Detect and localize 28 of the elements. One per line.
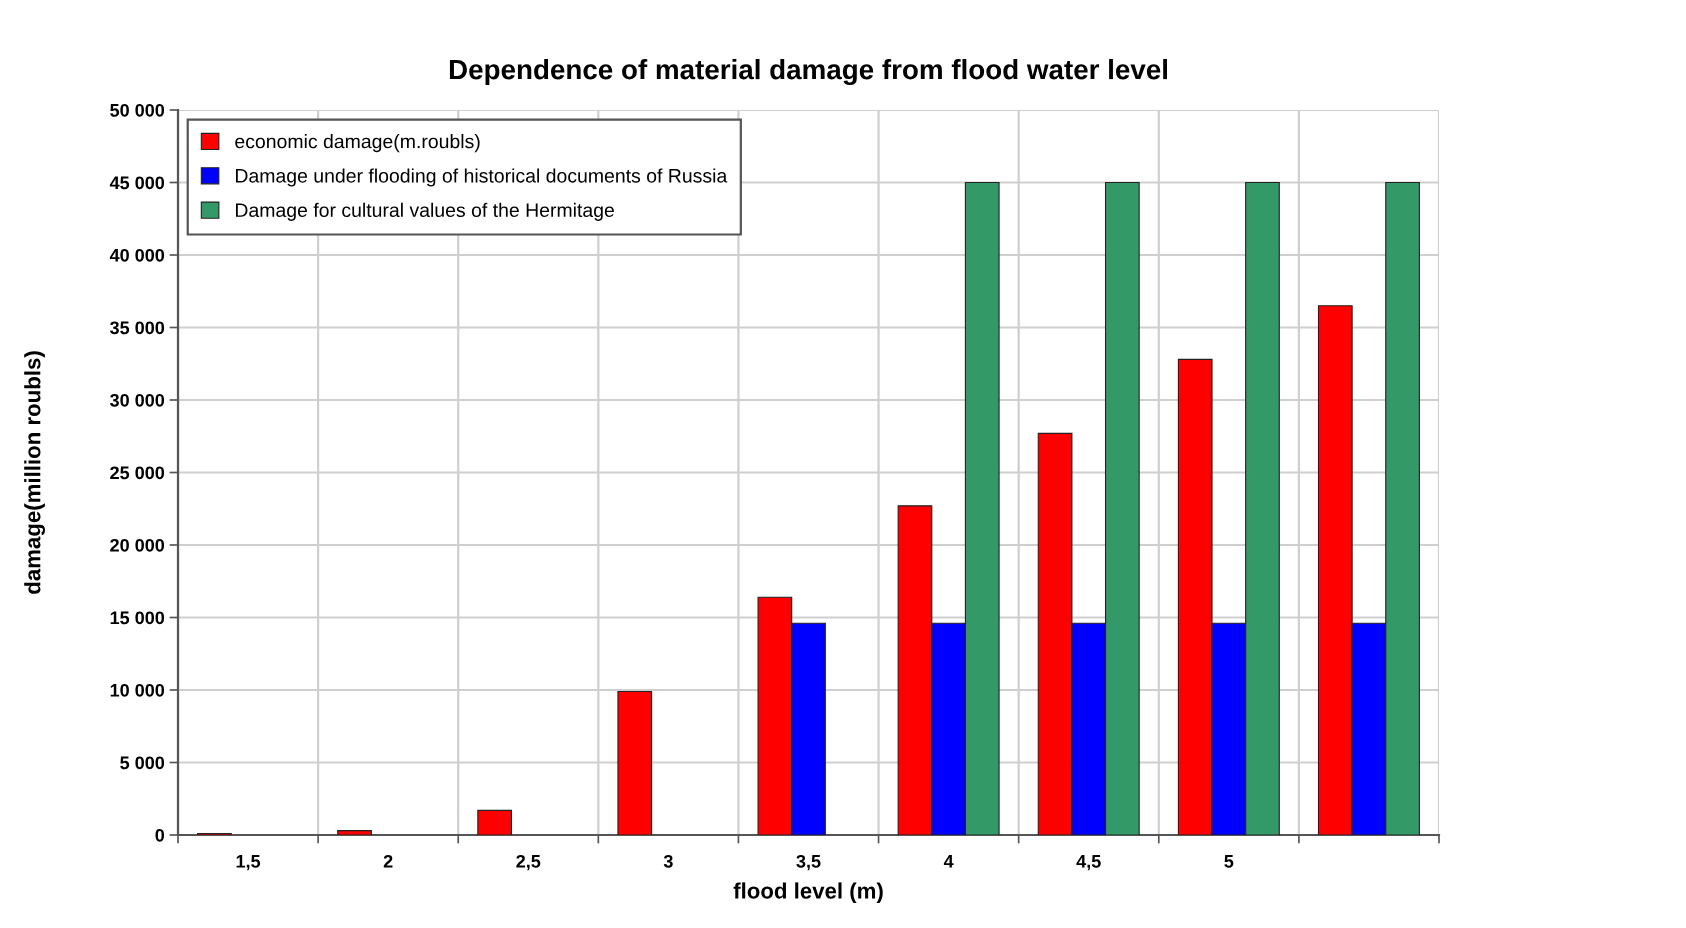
x-tick-label: 3 [663,854,673,868]
chart-title: Dependence of material damage from flood water level [449,58,1167,86]
x-tick-label: 5 [1224,855,1234,868]
legend-label: economic damage(m.roubls) [235,134,480,153]
x-tick-label: 3,5 [796,854,821,871]
x-tick-label: 2,5 [516,854,541,871]
y-tick-label: 40 000 [109,248,165,262]
x-tick-label: 4 [943,855,954,868]
legend-label: Damage for cultural values of the Hermitage [235,202,614,221]
y-tick-label: 20 000 [110,538,165,552]
bar [477,809,513,835]
y-axis-title: damage(million roubls) [24,351,45,594]
y-tick-label: 35 000 [110,321,165,335]
x-tick-label: 2 [383,854,393,868]
y-tick-label: 15 000 [110,611,165,625]
x-tick-label: 4,5 [1076,855,1101,871]
x-tick-label: 1,5 [236,855,261,871]
legend-label: Damage under flooding of historical documents of Russia [235,168,728,187]
bar [337,830,372,835]
x-axis-title: flood level (m) [733,882,883,904]
y-tick-label: 50 000 [110,103,165,117]
y-tick-label: 5 000 [120,756,165,770]
bar [617,690,653,835]
y-tick-label: 30 000 [110,393,165,407]
y-tick-label: 25 000 [110,466,165,480]
y-tick-label: 45 000 [109,176,165,190]
y-tick-label: 10 000 [110,683,165,697]
y-tick-label: 0 [155,828,165,842]
